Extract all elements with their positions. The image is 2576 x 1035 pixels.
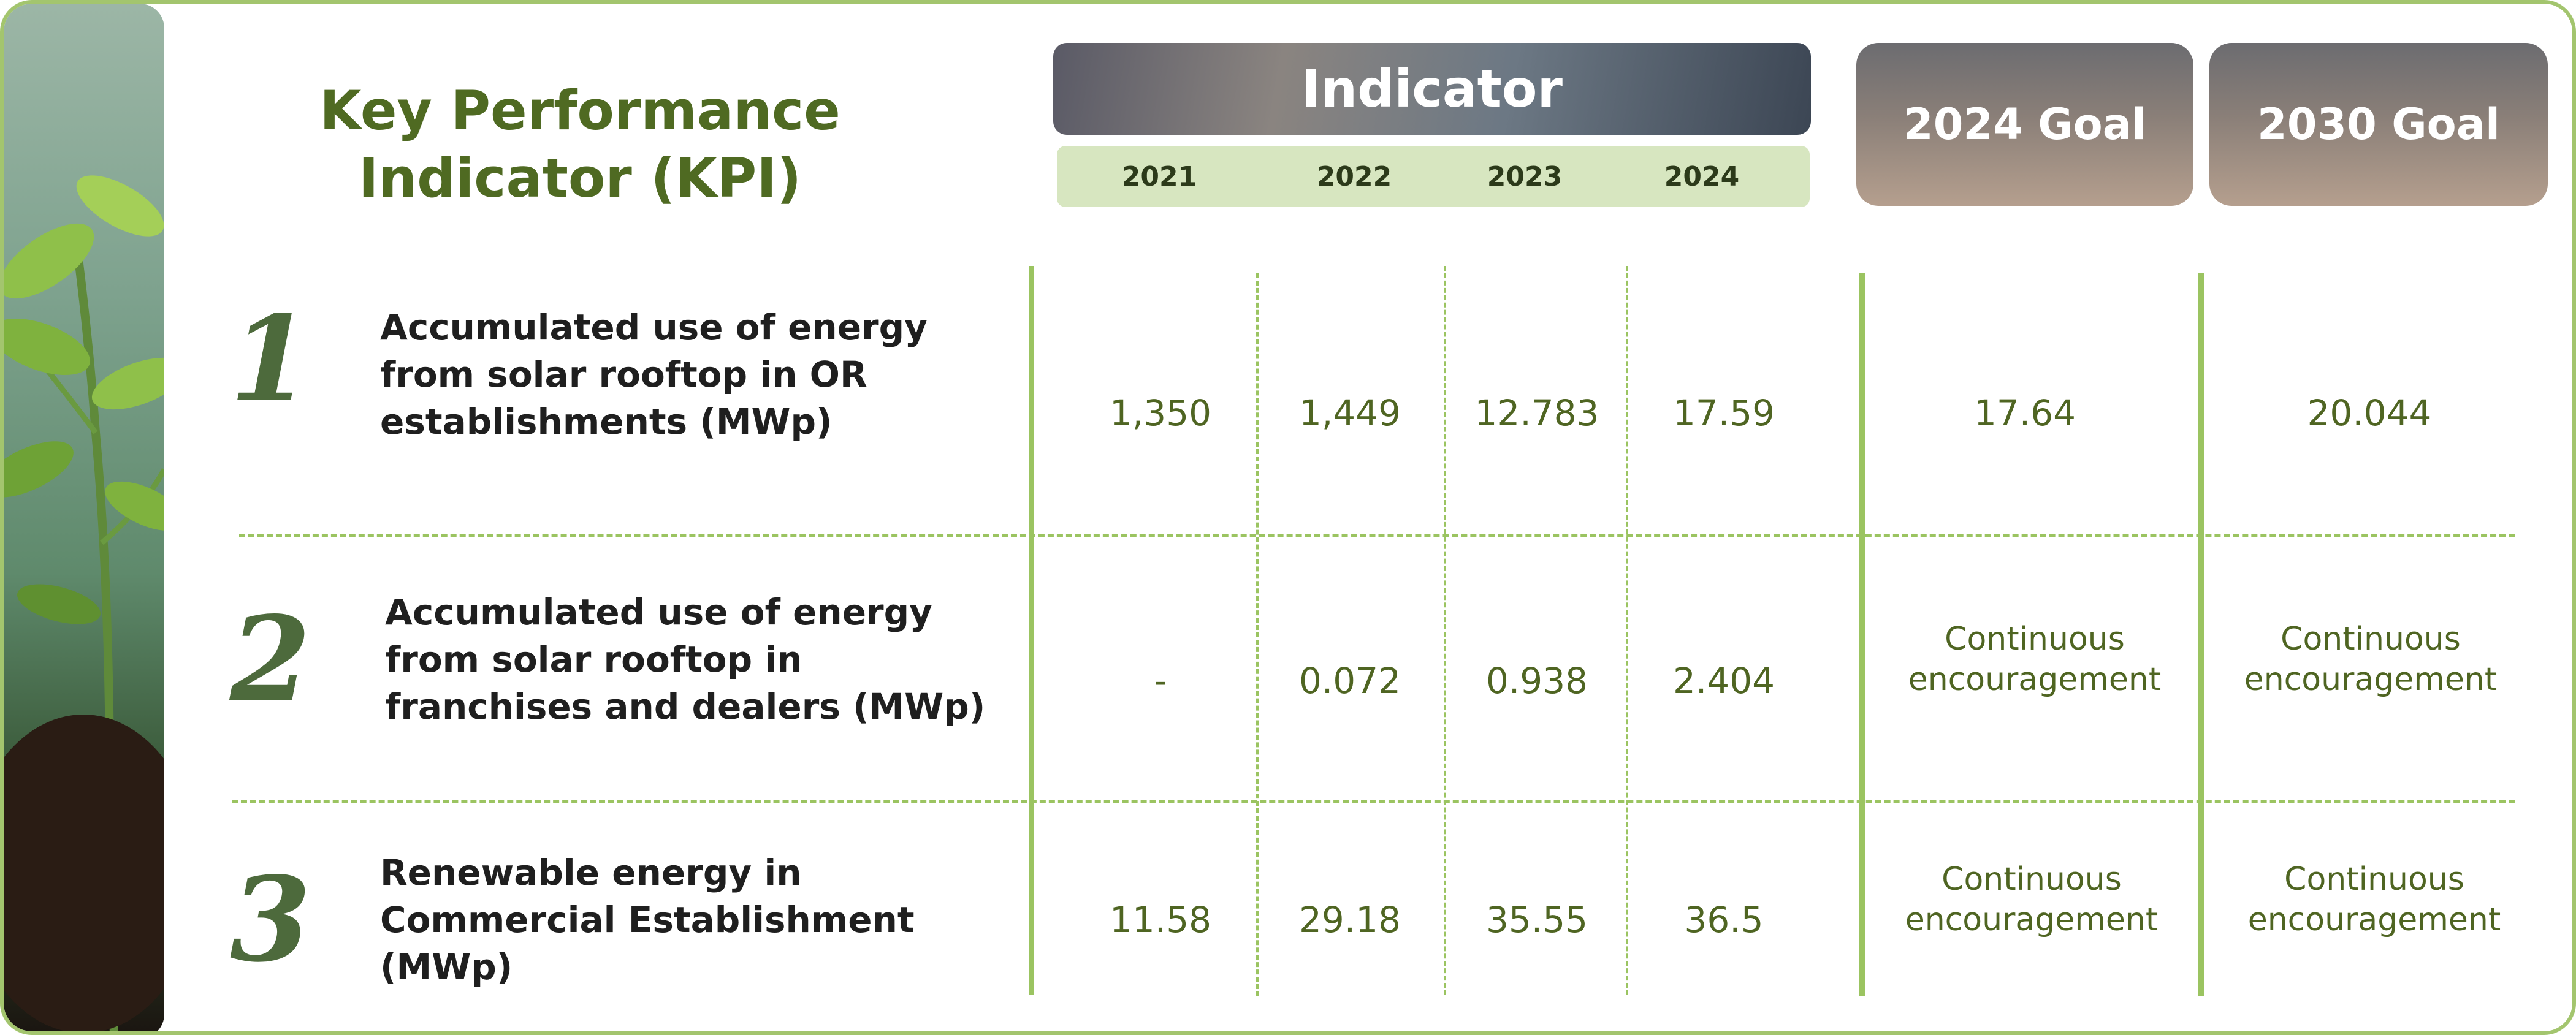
value-2021: -	[1154, 660, 1167, 702]
indicator-header: Indicator	[1053, 43, 1811, 135]
value-2024: 36.5	[1684, 899, 1764, 941]
page-title: Key Performance Indicator (KPI)	[319, 79, 840, 210]
value-2023: 12.783	[1474, 392, 1599, 434]
year-2022-header: 2022	[1316, 161, 1392, 192]
kpi-label: Renewable energy in Commercial Establish…	[380, 852, 915, 988]
column-divider	[1256, 273, 1259, 996]
value-2024: 2.404	[1672, 660, 1775, 702]
year-header-bar: 2021 2022 2023 2024	[1057, 146, 1810, 207]
column-divider	[1859, 273, 1865, 996]
goal-2030-value: 20.044	[2307, 392, 2432, 434]
year-2021-header: 2021	[1121, 161, 1197, 192]
goal-2024-header: 2024 Goal	[1856, 43, 2193, 206]
year-2024-header: 2024	[1664, 161, 1740, 192]
kpi-label: Accumulated use of energy from solar roo…	[385, 591, 986, 727]
column-divider	[1444, 266, 1446, 995]
column-divider	[2198, 273, 2204, 996]
value-2022: 1,449	[1298, 392, 1401, 434]
goal-2030-value: Continuous encouragement	[2247, 861, 2501, 938]
row-divider	[239, 534, 2515, 537]
goal-2030-header: 2030 Goal	[2209, 43, 2548, 206]
seedling-illustration	[4, 175, 164, 1031]
value-2023: 35.55	[1485, 899, 1588, 941]
row-divider	[232, 800, 2515, 803]
value-2022: 0.072	[1298, 660, 1401, 702]
column-divider	[1029, 266, 1034, 995]
value-2021: 1,350	[1109, 392, 1212, 434]
row-number: 2	[229, 591, 311, 727]
kpi-label: Accumulated use of energy from solar roo…	[380, 306, 928, 442]
row-number: 1	[229, 290, 311, 427]
value-2023: 0.938	[1485, 660, 1588, 702]
plant-photo	[4, 4, 164, 1031]
value-2022: 29.18	[1298, 899, 1401, 941]
year-2023-header: 2023	[1487, 161, 1563, 192]
goal-2024-value: 17.64	[1973, 392, 2076, 434]
goal-2024-value: Continuous encouragement	[1908, 621, 2162, 698]
row-number: 3	[229, 851, 311, 988]
value-2024: 17.59	[1672, 392, 1775, 434]
value-2021: 11.58	[1109, 899, 1212, 941]
column-divider	[1626, 266, 1628, 995]
goal-2024-value: Continuous encouragement	[1905, 861, 2159, 938]
goal-2030-value: Continuous encouragement	[2244, 621, 2498, 698]
